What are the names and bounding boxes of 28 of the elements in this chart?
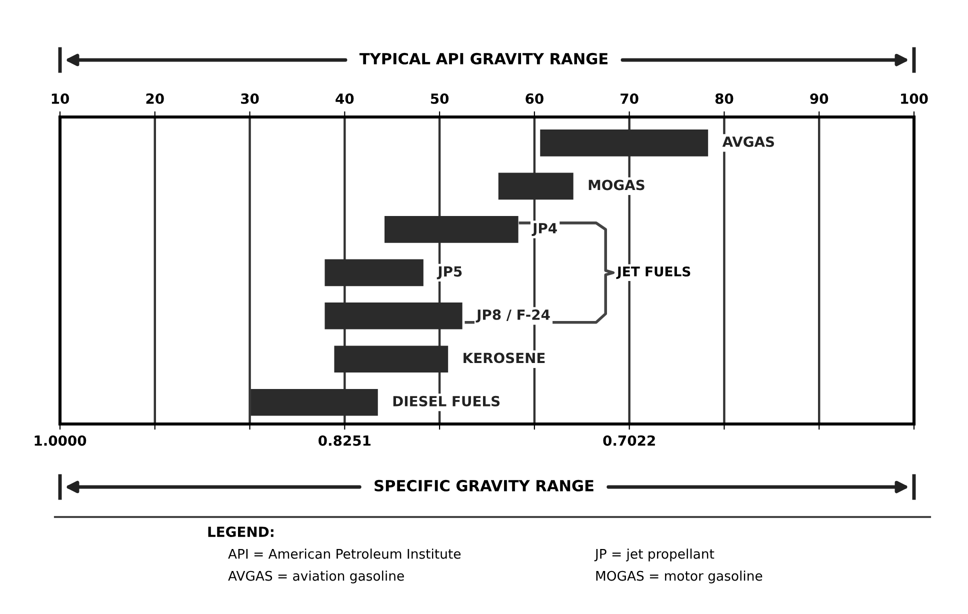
y-tick-label: JP5: [436, 266, 462, 280]
x-tick-label: 20: [146, 93, 164, 104]
text: AVGAS = aviation gasoline: [228, 570, 404, 584]
x-tick-label: 80: [715, 93, 734, 104]
x-tick-label: 50: [430, 93, 449, 104]
x-tick-label: 90: [810, 93, 828, 104]
y-tick-label: MOGAS: [588, 180, 644, 190]
x-tick-label: 10: [52, 93, 69, 104]
text: JP = jet propellant: [594, 548, 714, 562]
y-tick-label: JP4: [532, 223, 557, 236]
x-tick-label: 100: [901, 93, 928, 104]
x-tick-label: 60: [526, 93, 544, 104]
x-axis-title: TYPICAL API GRAVITY RANGE: [359, 52, 608, 64]
x-tick-label: 70: [620, 93, 638, 104]
text: SPECIFIC GRAVITY RANGE: [374, 480, 594, 492]
y-tick-label: DIESEL FUELS: [393, 396, 500, 406]
x-tick-label: 30: [241, 93, 259, 104]
text: 0.8251: [318, 435, 371, 446]
text: LEGEND:: [208, 526, 274, 538]
text: 1.0000: [34, 435, 86, 446]
y-tick-label: AVGAS: [722, 136, 774, 147]
text: MOGAS = motor gasoline: [596, 570, 762, 584]
y-tick-label: JP8 / F-24: [476, 309, 550, 323]
x-tick-label: 40: [336, 93, 354, 104]
annotation: JET FUELS: [616, 266, 690, 279]
text: 0.7022: [603, 435, 655, 446]
text: API = American Petroleum Institute: [228, 548, 461, 559]
y-tick-label: KEROSENE: [464, 352, 545, 364]
